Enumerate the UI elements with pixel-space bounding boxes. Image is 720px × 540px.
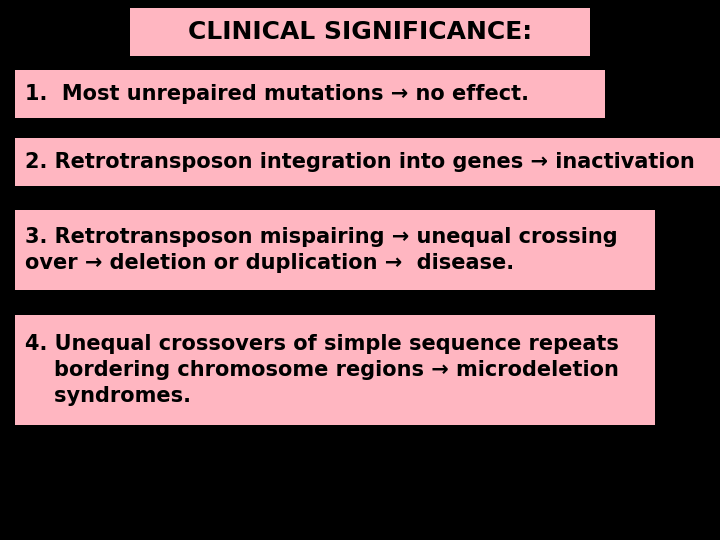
Text: CLINICAL SIGNIFICANCE:: CLINICAL SIGNIFICANCE: <box>188 20 532 44</box>
FancyBboxPatch shape <box>15 70 605 118</box>
Text: 4. Unequal crossovers of simple sequence repeats
    bordering chromosome region: 4. Unequal crossovers of simple sequence… <box>25 334 619 407</box>
Text: 1.  Most unrepaired mutations → no effect.: 1. Most unrepaired mutations → no effect… <box>25 84 529 104</box>
FancyBboxPatch shape <box>15 138 720 186</box>
FancyBboxPatch shape <box>15 210 655 290</box>
Text: 2. Retrotransposon integration into genes → inactivation: 2. Retrotransposon integration into gene… <box>25 152 695 172</box>
FancyBboxPatch shape <box>130 8 590 56</box>
FancyBboxPatch shape <box>15 315 655 425</box>
Text: 3. Retrotransposon mispairing → unequal crossing
over → deletion or duplication : 3. Retrotransposon mispairing → unequal … <box>25 227 618 273</box>
